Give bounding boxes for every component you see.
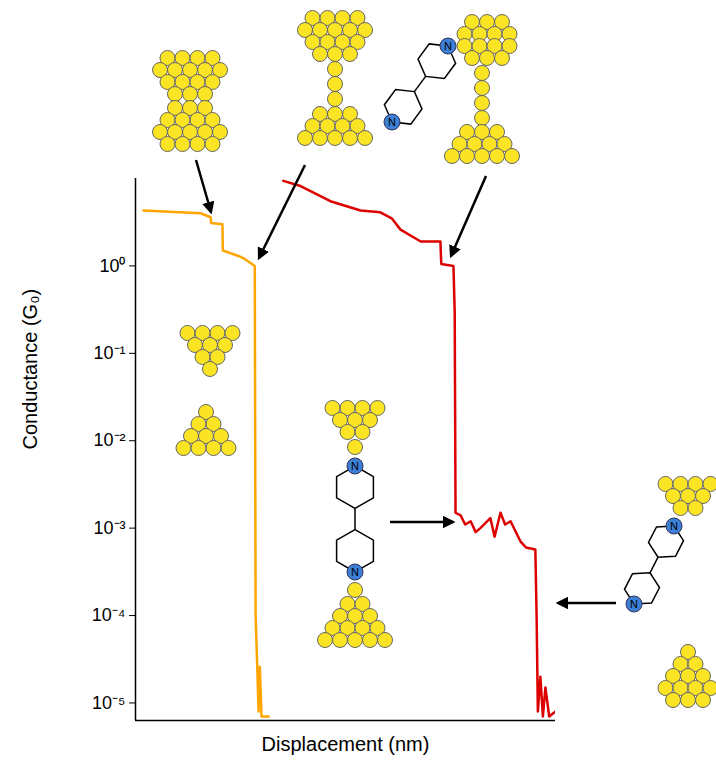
svg-text:Conductance (G₀): Conductance (G₀) [19,289,41,450]
svg-text:10⁻¹: 10⁻¹ [93,343,125,363]
svg-text:N: N [670,520,678,532]
svg-text:10⁻⁴: 10⁻⁴ [92,605,126,625]
svg-text:10⁻⁵: 10⁻⁵ [92,693,125,713]
svg-text:N: N [444,40,452,52]
svg-text:N: N [351,566,359,578]
svg-text:N: N [630,598,638,610]
svg-text:N: N [351,460,359,472]
svg-text:10⁻³: 10⁻³ [93,518,125,538]
svg-text:10⁻²: 10⁻² [93,430,125,450]
svg-text:10⁰: 10⁰ [99,256,125,276]
svg-text:Displacement (nm): Displacement (nm) [262,733,430,755]
svg-text:N: N [388,116,396,128]
